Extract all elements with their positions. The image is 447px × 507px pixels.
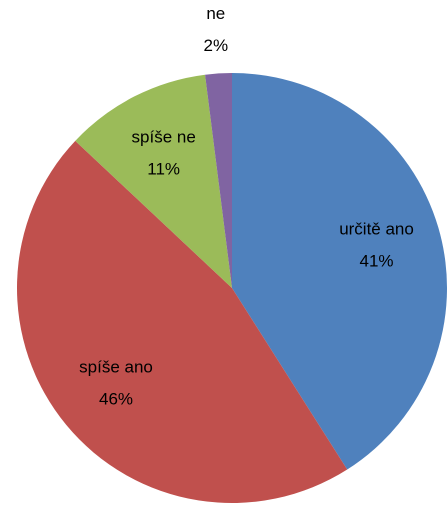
- pie-slice: [205, 73, 232, 288]
- slice-label: určitě ano: [339, 219, 414, 238]
- slice-label: spíše ne: [132, 127, 196, 146]
- pie-slice: [75, 74, 232, 288]
- slice-label: spíše ano: [79, 357, 153, 376]
- pie-slice: [16, 140, 348, 504]
- slice-value: 11%: [147, 159, 180, 178]
- slice-value: 41%: [360, 251, 394, 270]
- slice-label: ne: [206, 4, 225, 23]
- pie-slice: [232, 73, 447, 470]
- slice-value: 2%: [204, 36, 229, 55]
- slice-value: 46%: [99, 389, 133, 408]
